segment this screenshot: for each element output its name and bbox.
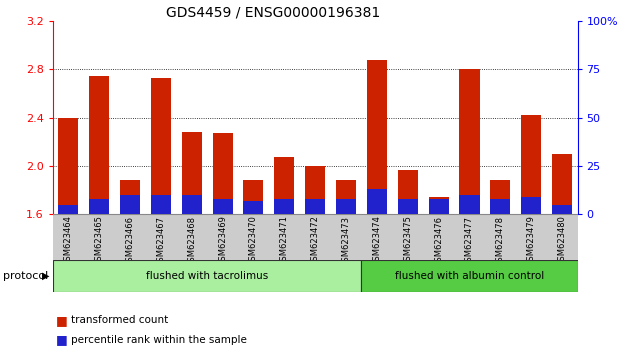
Bar	[89, 199, 109, 214]
Bar	[552, 154, 572, 214]
Bar	[305, 199, 325, 214]
Bar	[182, 195, 202, 214]
Text: ■: ■	[56, 333, 68, 346]
Bar	[336, 181, 356, 214]
Bar	[521, 197, 542, 214]
Bar	[243, 201, 263, 214]
Text: ■: ■	[56, 314, 68, 327]
Text: GDS4459 / ENSG00000196381: GDS4459 / ENSG00000196381	[166, 5, 381, 19]
Text: ▶: ▶	[42, 271, 50, 281]
Bar	[397, 170, 418, 214]
Text: flushed with tacrolimus: flushed with tacrolimus	[146, 271, 268, 281]
Bar	[182, 132, 202, 214]
Bar	[120, 181, 140, 214]
Bar	[460, 69, 479, 214]
Text: flushed with albumin control: flushed with albumin control	[395, 271, 544, 281]
Bar	[397, 199, 418, 214]
Bar	[53, 260, 361, 292]
Bar	[274, 158, 294, 214]
Bar	[212, 199, 233, 214]
Bar	[305, 166, 325, 214]
Bar	[151, 195, 171, 214]
Bar	[120, 195, 140, 214]
Bar	[552, 205, 572, 214]
Bar	[491, 181, 510, 214]
Bar	[58, 205, 78, 214]
Bar	[428, 197, 448, 214]
Bar	[336, 199, 356, 214]
Bar	[491, 199, 510, 214]
Text: transformed count: transformed count	[71, 315, 169, 325]
Bar	[367, 189, 387, 214]
Bar	[212, 133, 233, 214]
Bar	[58, 118, 78, 214]
Bar	[460, 195, 479, 214]
Bar	[274, 199, 294, 214]
Text: protocol: protocol	[3, 271, 48, 281]
Text: percentile rank within the sample: percentile rank within the sample	[71, 335, 247, 345]
Bar	[89, 75, 109, 214]
Bar	[361, 260, 578, 292]
Bar	[151, 78, 171, 214]
Bar	[521, 115, 542, 214]
Bar	[243, 181, 263, 214]
Bar	[367, 60, 387, 214]
Bar	[428, 199, 448, 214]
